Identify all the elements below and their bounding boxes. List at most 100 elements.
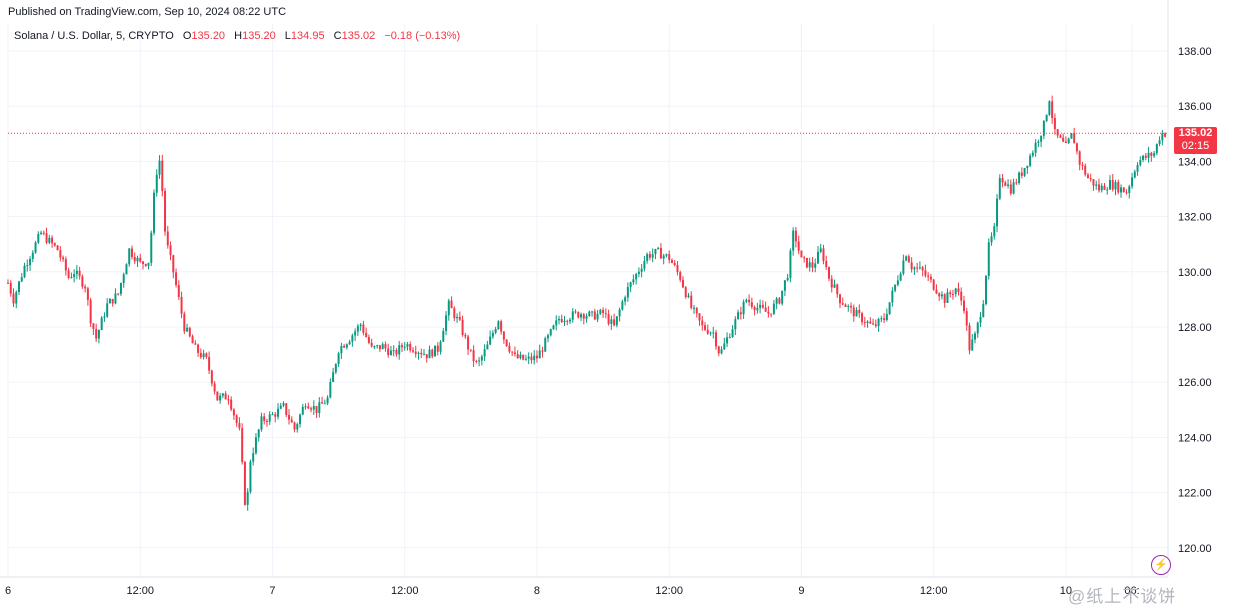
high-label: H [234,30,243,42]
candle-body [648,254,651,258]
candle-body [855,309,858,317]
candle-body [153,192,156,233]
candle-body [1015,182,1018,184]
candle-body [522,354,525,360]
y-tick-label: 130.00 [1178,267,1212,279]
candle-body [180,296,183,314]
candle-body [56,245,59,251]
candle-body [687,295,690,298]
candle-body [852,307,855,317]
candle-body [84,286,87,289]
candle-body [902,260,905,274]
candle-body [265,421,268,423]
candle-body [797,241,800,251]
candle-body [519,354,522,359]
candle-body [42,232,45,234]
candle-body [1073,133,1076,144]
y-tick-label: 128.00 [1178,322,1212,334]
y-tick-label: 132.00 [1178,212,1212,224]
candle-body [1103,185,1106,190]
candle-body [384,344,387,349]
candle-body [279,405,282,409]
candle-body [877,318,880,327]
candle-body [254,437,257,454]
candle-body [885,313,888,321]
candle-body [166,231,169,246]
candle-body [770,313,773,315]
candle-body [1081,164,1084,166]
candle-body [235,415,238,423]
candle-body [618,309,621,317]
candle-body [1023,167,1026,176]
candle-body [1147,152,1150,158]
candle-body [92,323,95,329]
candle-body [888,302,891,314]
candle-body [227,399,230,401]
candle-body [356,326,359,332]
candle-body [241,428,244,463]
candle-body [695,307,698,314]
candle-body [395,350,398,355]
candle-body [673,262,676,266]
candle-body [635,273,638,280]
candle-body [1020,172,1023,176]
candle-body [400,345,403,348]
candle-body [513,352,516,355]
candle-body [792,230,795,251]
candle-body [274,414,277,417]
candle-body [491,332,494,337]
candle-body [916,267,919,269]
candle-body [257,429,260,438]
candle-body [310,408,313,410]
candle-body [489,336,492,345]
candle-body [874,324,877,327]
candle-body [734,319,737,330]
candle-body [243,462,246,505]
candle-body [1086,174,1089,179]
candle-body [993,226,996,237]
candle-body [219,395,222,401]
candle-body [500,321,503,332]
candle-body [954,288,957,295]
candle-body [808,262,811,268]
candle-body [246,491,249,505]
candle-body [34,242,37,253]
candle-body [951,294,954,296]
candle-body [929,276,932,280]
candle-body [596,313,599,320]
candle-body [569,319,572,322]
candle-body [216,391,219,401]
candle-body [585,315,588,319]
candle-body [858,309,861,314]
candle-body [516,354,519,359]
candle-body [59,250,62,258]
candle-body [365,332,368,338]
candle-body [659,247,662,259]
candle-body [417,352,420,354]
candle-body [847,305,850,307]
candle-body [409,344,412,351]
candle-body [726,337,729,344]
candle-body [938,293,941,297]
candle-body [45,233,48,243]
candle-body [26,265,29,267]
candle-body [825,261,828,267]
candle-body [387,348,390,356]
candle-body [651,254,654,258]
candle-body [1158,140,1161,144]
candle-body [646,254,649,262]
lightning-alert-icon[interactable]: ⚡ [1151,555,1171,575]
candle-body [15,291,18,304]
candle-body [1037,141,1040,143]
candle-body [863,322,866,324]
candle-body [48,237,51,243]
candle-body [1084,165,1087,175]
candle-body [905,256,908,261]
candle-body [698,313,701,321]
candle-body [880,318,883,320]
candle-body [315,406,318,414]
candle-body [359,324,362,327]
candle-body [629,282,632,288]
candle-body [73,274,76,278]
